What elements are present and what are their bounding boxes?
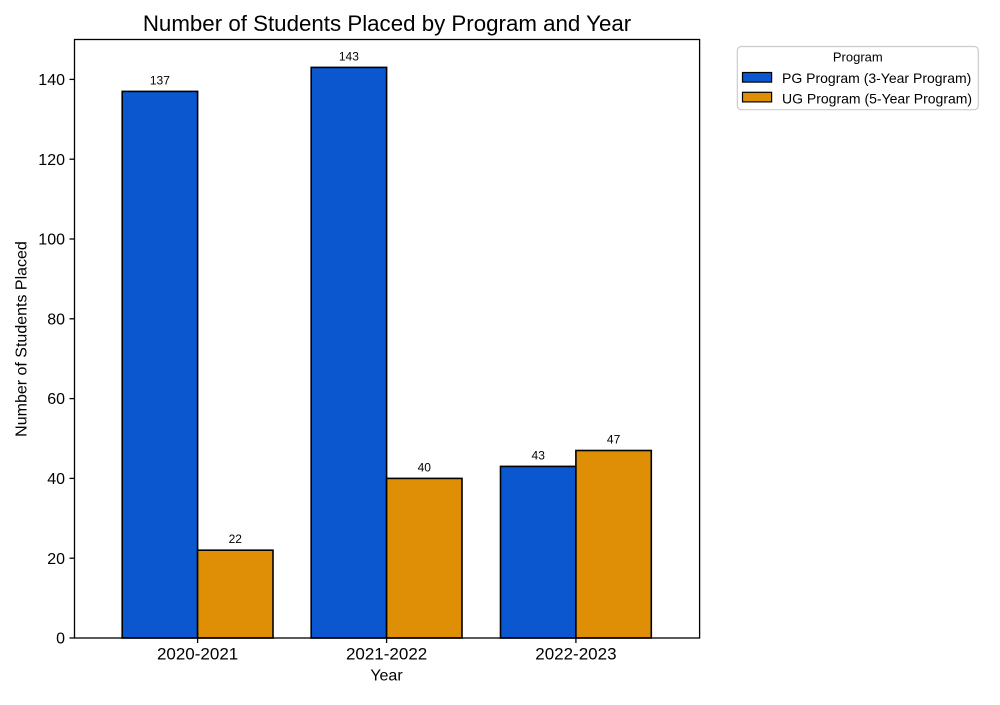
svg-text:Year: Year bbox=[370, 668, 403, 685]
svg-text:Number of Students Placed by P: Number of Students Placed by Program and… bbox=[143, 11, 632, 36]
svg-text:Number of Students Placed: Number of Students Placed bbox=[14, 241, 31, 437]
svg-text:PG Program (3-Year Program): PG Program (3-Year Program) bbox=[782, 70, 971, 86]
svg-text:80: 80 bbox=[47, 311, 65, 328]
svg-text:UG Program (5-Year Program): UG Program (5-Year Program) bbox=[782, 90, 972, 106]
svg-text:120: 120 bbox=[38, 152, 65, 169]
svg-text:0: 0 bbox=[56, 631, 65, 648]
svg-text:Program: Program bbox=[833, 50, 883, 65]
svg-text:20: 20 bbox=[47, 551, 65, 568]
svg-text:40: 40 bbox=[418, 460, 432, 474]
svg-text:47: 47 bbox=[607, 433, 621, 447]
svg-text:2022-2023: 2022-2023 bbox=[535, 644, 616, 663]
svg-text:2020-2021: 2020-2021 bbox=[157, 644, 238, 663]
svg-text:2021-2022: 2021-2022 bbox=[346, 644, 427, 663]
svg-text:143: 143 bbox=[339, 49, 359, 63]
svg-text:43: 43 bbox=[532, 448, 546, 462]
svg-text:22: 22 bbox=[229, 532, 243, 546]
svg-text:60: 60 bbox=[47, 391, 65, 408]
svg-text:137: 137 bbox=[150, 73, 170, 87]
svg-text:140: 140 bbox=[38, 72, 65, 89]
svg-text:40: 40 bbox=[47, 471, 65, 488]
svg-text:100: 100 bbox=[38, 232, 65, 249]
